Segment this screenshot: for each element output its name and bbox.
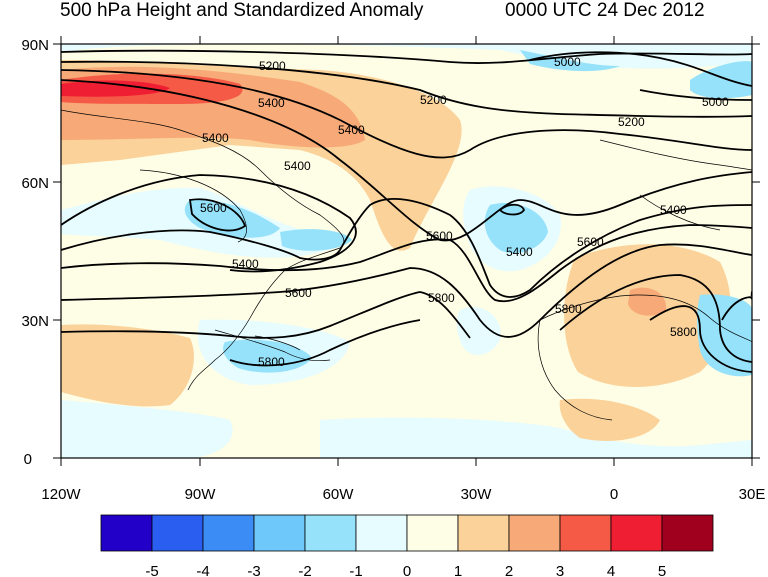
contour-label: 5400 [284, 159, 311, 173]
x-tick-label: 30W [461, 486, 493, 503]
contour-label: 5600 [577, 235, 604, 249]
colorbar-label: 4 [607, 563, 615, 577]
y-tick-label: 60N [21, 175, 49, 192]
colorbar-swatch [559, 514, 612, 552]
contour-label: 5200 [259, 59, 286, 73]
contour-line [61, 79, 752, 242]
contour-label: 5800 [428, 291, 455, 305]
contour-label: 5400 [660, 203, 687, 217]
contour-line [649, 305, 752, 373]
anomaly-negative-region [320, 417, 752, 458]
contour-label: 5800 [670, 325, 697, 339]
contour-line [61, 224, 752, 303]
contour-label: 5600 [285, 286, 312, 300]
contour-label: 5000 [702, 95, 729, 109]
anomaly-negative-region [520, 50, 620, 72]
anomaly-negative-region [280, 229, 352, 251]
colorbar-swatch [661, 514, 714, 552]
x-tick-label: 0 [610, 486, 618, 503]
contour-line [61, 198, 752, 298]
y-tick-labels: 90N 60N 30N 0 [21, 37, 49, 468]
contour-label: 5000 [554, 55, 581, 69]
anomaly-negative-region [484, 203, 548, 254]
colorbar-label: 2 [505, 563, 513, 577]
contour-line [61, 243, 752, 338]
anomaly-negative-region [690, 61, 752, 99]
colorbar-label: -1 [349, 563, 362, 577]
x-tick-label: 60W [323, 486, 355, 503]
colorbar-swatch [304, 514, 357, 552]
y-tick-label: 90N [21, 37, 49, 54]
anomaly-negative-region [184, 199, 280, 238]
colorbar-swatch [151, 514, 204, 552]
contour-line [61, 291, 471, 339]
contour-line [188, 198, 247, 232]
colorbar-swatch [355, 514, 408, 552]
contour-label: 5800 [555, 302, 582, 316]
contour-line [229, 319, 421, 367]
map-title: 500 hPa Height and Standardized Anomaly [60, 0, 424, 21]
colorbar: -5 -4 -3 -2 -1 0 1 2 3 4 5 [100, 514, 714, 577]
colorbar-swatch [253, 514, 306, 552]
map-plot-area: 5200 5000 5400 5000 5200 5400 5200 5400 … [61, 44, 768, 458]
x-tick-label: 30E [739, 486, 766, 503]
contour-labels: 5200 5000 5400 5000 5200 5400 5200 5400 … [200, 55, 768, 369]
contour-label: 5200 [420, 93, 447, 107]
contour-line [559, 274, 752, 363]
colorbar-swatch [100, 514, 153, 552]
y-tick-label: 0 [24, 451, 32, 468]
colorbar-swatch [508, 514, 561, 552]
colorbar-swatch [202, 514, 255, 552]
colorbar-label: 3 [556, 563, 564, 577]
height-contours [61, 49, 752, 373]
contour-label: 5800 [258, 355, 285, 369]
colorbar-label: 1 [454, 563, 462, 577]
contour-label: 5400 [258, 96, 285, 110]
anomaly-positive-region [61, 80, 170, 97]
contour-label: 5200 [618, 115, 645, 129]
contour-line [61, 174, 357, 273]
colorbar-label: -2 [298, 563, 311, 577]
contour-label: 5400 [232, 257, 259, 271]
contour-line [61, 69, 752, 159]
contour-line [498, 203, 525, 216]
valid-time: 0000 UTC 24 Dec 2012 [505, 0, 705, 21]
contour-label: 5600 [200, 201, 227, 215]
colorbar-swatch [406, 514, 459, 552]
colorbar-label: -4 [196, 563, 209, 577]
contour-line [639, 89, 752, 101]
coastlines [61, 109, 752, 421]
axis-ticks [53, 36, 760, 466]
colorbar-swatch [457, 514, 510, 552]
colorbar-swatch [610, 514, 663, 552]
contour-line [61, 60, 752, 118]
x-tick-labels: 120W 90W 60W 30W 0 30E [41, 486, 765, 503]
colorbar-label: -5 [145, 563, 158, 577]
colorbar-label: 5 [658, 563, 666, 577]
map-frame [60, 43, 753, 459]
anomaly-positive-region [61, 324, 194, 407]
x-tick-label: 90W [185, 486, 217, 503]
contour-label: 5800 [750, 289, 768, 303]
anomaly-negative-region [61, 400, 233, 458]
contour-label: 5400 [338, 123, 365, 137]
anomaly-negative-region [456, 306, 501, 356]
contour-label: 5400 [506, 245, 533, 259]
colorbar-label: 0 [403, 563, 411, 577]
y-tick-label: 30N [21, 313, 49, 330]
contour-line [61, 49, 752, 64]
colorbar-label: -3 [247, 563, 260, 577]
contour-label: 5600 [426, 229, 453, 243]
x-tick-label: 120W [41, 486, 81, 503]
contour-line [529, 51, 752, 87]
contour-label: 5400 [202, 131, 229, 145]
